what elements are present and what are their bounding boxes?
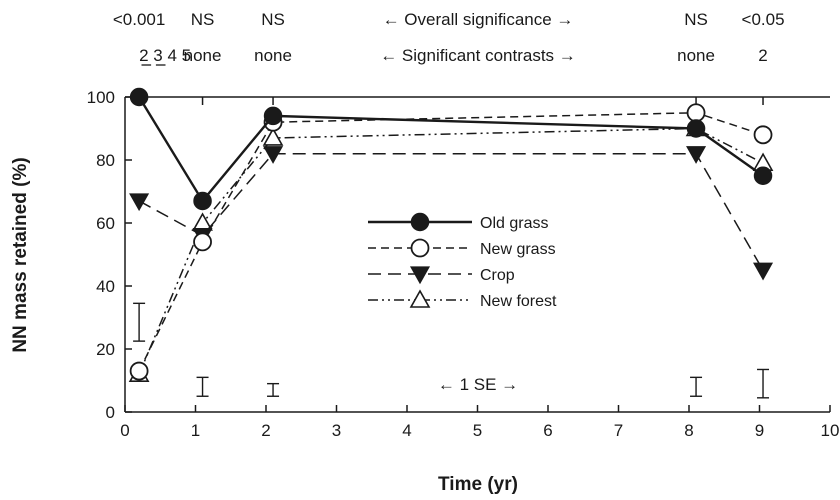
legend-label: Old grass [480, 215, 548, 232]
legend-marker-old-grass [410, 212, 430, 232]
overall-significance-value: <0.001 [113, 10, 165, 29]
x-tick-label: 5 [473, 421, 482, 440]
x-ticks: 0 1 2 3 4 5 6 7 8 9 10 [120, 405, 839, 440]
legend-marker-crop [409, 266, 431, 285]
data-point-new-forest [262, 127, 284, 146]
data-point-new-grass [193, 232, 212, 252]
se-error-bar [133, 302, 146, 342]
series-old-grass [129, 87, 773, 211]
x-tick-label: 1 [191, 421, 200, 440]
significant-contrasts-value: 2 [758, 46, 767, 65]
se-error-bar [690, 376, 703, 397]
x-tick-label: 6 [543, 421, 552, 440]
error-bars [133, 302, 770, 399]
data-point-old-grass [686, 119, 706, 138]
x-tick-label: 3 [332, 421, 341, 440]
legend: Old grass New grass Crop New forest [368, 212, 557, 310]
legend-marker-new-forest [409, 289, 431, 308]
data-point-new-grass [686, 103, 706, 123]
x-axis-title: Time (yr) [438, 474, 518, 495]
significant-contrasts-value: 2 3 4 5 [139, 46, 191, 65]
y-tick-label: 80 [96, 151, 115, 170]
data-point-new-grass [753, 125, 773, 145]
data-point-old-grass [193, 191, 212, 211]
se-error-bar [267, 382, 280, 397]
y-tick-label: 40 [96, 277, 115, 296]
plot-area [124, 96, 830, 413]
x-tick-label: 2 [261, 421, 270, 440]
overall-significance-label: ← Overall significance → [383, 10, 574, 29]
significant-contrasts-label: ← Significant contrasts → [380, 46, 576, 65]
legend-label: New grass [480, 241, 556, 258]
data-point-old-grass [263, 106, 283, 126]
se-label: ← 1 SE → [438, 375, 518, 394]
y-ticks: 0 20 40 60 80 100 [87, 88, 132, 422]
legend-label: Crop [480, 267, 515, 284]
series-line-crop [138, 152, 764, 271]
x-tick-label: 8 [684, 421, 693, 440]
x-tick-label: 7 [614, 421, 623, 440]
y-tick-label: 100 [87, 88, 115, 107]
legend-label: New forest [480, 293, 557, 310]
legend-item-old-grass: Old grass [368, 212, 548, 232]
overall-significance-value: NS [684, 10, 708, 29]
x-tick-label: 10 [821, 421, 840, 440]
y-axis-title: NN mass retained (%) [10, 157, 31, 352]
top-annotations: ← Overall significance → ← Significant c… [113, 10, 785, 66]
x-tick-label: 0 [120, 421, 129, 440]
legend-item-new-forest: New forest [368, 289, 557, 310]
se-error-bar [196, 376, 209, 397]
legend-marker-new-grass [410, 238, 430, 258]
significant-contrasts-value: none [254, 46, 292, 65]
overall-significance-value: NS [191, 10, 215, 29]
series-crop [129, 146, 774, 281]
x-tick-label: 9 [755, 421, 764, 440]
data-point-crop [263, 146, 284, 164]
data-point-old-grass [753, 166, 773, 185]
significant-contrasts-value: none [677, 46, 715, 65]
data-point-old-grass [129, 87, 149, 107]
series-line-new-grass [138, 111, 764, 372]
data-point-crop [686, 146, 707, 164]
overall-significance-value: <0.05 [742, 10, 785, 29]
data-point-new-grass [129, 361, 149, 381]
x-tick-label: 4 [402, 421, 411, 440]
y-tick-label: 20 [96, 340, 115, 359]
y-tick-label: 0 [106, 403, 115, 422]
data-point-crop [129, 193, 150, 212]
series-new-grass [129, 103, 773, 381]
series-new-forest [128, 117, 774, 383]
significant-contrasts-value: none [184, 46, 222, 65]
overall-significance-value: NS [261, 10, 285, 29]
series-line-old-grass [138, 96, 764, 204]
series-group [128, 87, 774, 383]
data-point-crop [752, 262, 774, 281]
se-error-bar [757, 368, 770, 399]
legend-item-new-grass: New grass [368, 238, 556, 258]
legend-item-crop: Crop [368, 266, 515, 285]
y-tick-label: 60 [96, 214, 115, 233]
top-ticks [138, 97, 764, 105]
